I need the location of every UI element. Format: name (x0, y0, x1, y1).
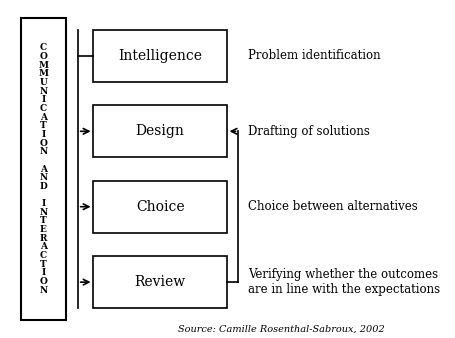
Text: Drafting of solutions: Drafting of solutions (248, 125, 369, 138)
FancyBboxPatch shape (21, 18, 66, 320)
Text: Intelligence: Intelligence (118, 49, 202, 63)
FancyBboxPatch shape (93, 30, 226, 82)
FancyBboxPatch shape (93, 181, 226, 233)
Text: Review: Review (134, 275, 185, 289)
Text: Choice between alternatives: Choice between alternatives (248, 200, 417, 213)
FancyBboxPatch shape (93, 256, 226, 308)
Text: C
O
M
M
U
N
I
C
A
T
I
O
N
 
A
N
D
 
I
N
T
E
R
A
C
T
I
O
N: C O M M U N I C A T I O N A N D I N T E … (38, 43, 48, 295)
Text: Choice: Choice (136, 200, 184, 214)
Text: Problem identification: Problem identification (248, 49, 380, 62)
FancyBboxPatch shape (93, 105, 226, 157)
Text: Design: Design (135, 124, 184, 138)
Text: Verifying whether the outcomes
are in line with the expectations: Verifying whether the outcomes are in li… (248, 268, 440, 296)
Text: Source: Camille Rosenthal-Sabroux, 2002: Source: Camille Rosenthal-Sabroux, 2002 (177, 324, 384, 333)
